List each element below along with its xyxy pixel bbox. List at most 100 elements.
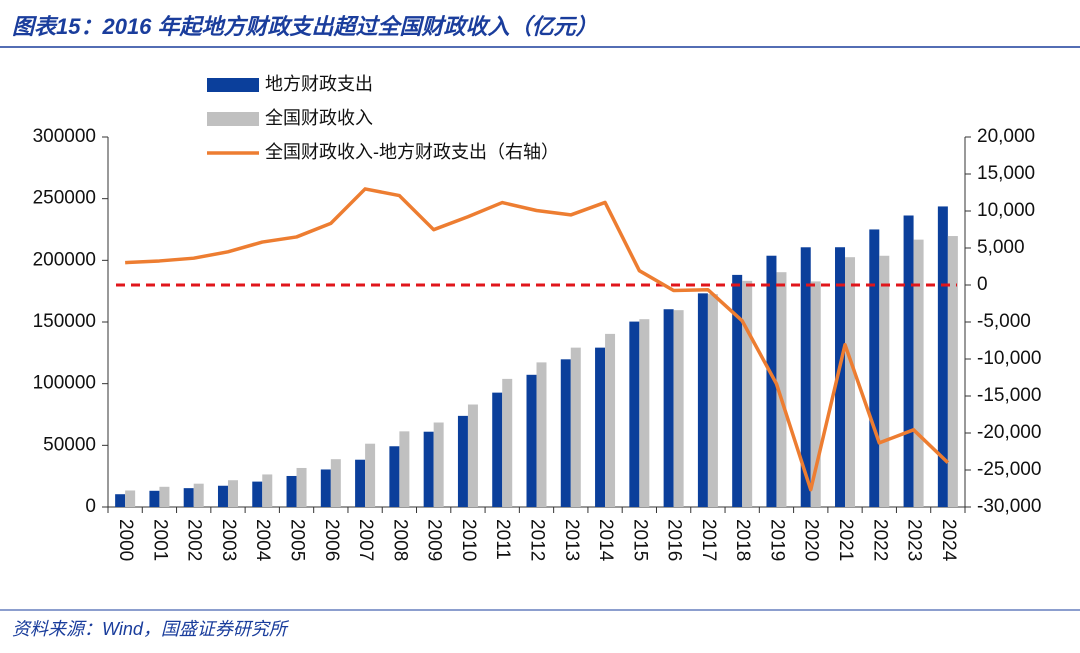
bar: [159, 486, 170, 507]
x-tick-label: 2017: [698, 519, 719, 561]
x-tick-label: 2009: [424, 519, 445, 561]
x-tick-label: 2019: [766, 519, 787, 561]
bar: [697, 293, 708, 507]
y2-tick-label: -10,000: [977, 348, 1041, 369]
chart-title: 图表15：2016 年起地方财政支出超过全国财政收入（亿元）: [12, 14, 598, 39]
y2-tick-label: -30,000: [977, 496, 1041, 517]
bar: [365, 443, 376, 507]
bar: [296, 467, 307, 507]
legend-swatch: [207, 112, 259, 126]
x-tick-label: 2005: [287, 519, 308, 561]
bar: [457, 415, 468, 507]
bar: [252, 481, 263, 507]
bar: [526, 374, 537, 507]
x-tick-label: 2013: [561, 519, 582, 561]
bar: [732, 274, 743, 507]
bar: [423, 431, 434, 507]
legend-swatch: [207, 78, 259, 92]
bar: [810, 281, 821, 507]
bar: [467, 404, 478, 507]
x-tick-label: 2008: [389, 519, 410, 561]
bar: [433, 422, 444, 507]
legend-label: 全国财政收入-地方财政支出（右轴）: [265, 142, 559, 162]
bar: [570, 347, 581, 507]
x-tick-label: 2020: [801, 519, 822, 561]
y-tick-label: 0: [85, 496, 96, 517]
bar: [355, 459, 366, 507]
bar: [193, 483, 204, 507]
y-tick-label: 150000: [33, 311, 96, 332]
bar: [605, 333, 616, 507]
bar: [115, 494, 126, 507]
x-tick-label: 2016: [664, 519, 685, 561]
line: [125, 187, 950, 492]
x-tick-label: 2006: [321, 519, 342, 561]
x-tick-label: 2012: [526, 519, 547, 561]
bar: [227, 480, 238, 507]
source: 资料来源：Wind，国盛证券研究所: [12, 619, 290, 639]
y2-tick-label: 15,000: [977, 163, 1035, 184]
x-tick-label: 2018: [732, 519, 753, 561]
y2-tick-label: -15,000: [977, 385, 1041, 406]
bar: [947, 236, 958, 508]
bar: [560, 359, 571, 507]
bar: [673, 310, 684, 507]
bar: [776, 272, 787, 507]
bar: [183, 488, 194, 507]
bar: [639, 319, 650, 507]
x-tick-label: 2023: [904, 519, 925, 561]
x-tick-label: 2003: [218, 519, 239, 561]
y-tick-label: 250000: [33, 188, 96, 209]
x-tick-label: 2000: [115, 519, 136, 561]
bar: [629, 321, 640, 507]
y-tick-label: 100000: [33, 373, 96, 394]
bar: [595, 347, 606, 507]
y-tick-label: 50000: [43, 434, 96, 455]
legend-label: 全国财政收入: [265, 108, 373, 128]
bar: [389, 446, 400, 507]
y2-tick-label: 0: [977, 274, 988, 295]
bar: [399, 431, 410, 507]
x-tick-label: 2002: [184, 519, 205, 561]
bar: [536, 362, 547, 507]
x-tick-label: 2001: [149, 519, 170, 561]
bar: [742, 280, 753, 507]
x-tick-label: 2021: [835, 519, 856, 561]
x-tick-label: 2024: [938, 519, 959, 562]
y2-tick-label: -25,000: [977, 459, 1041, 480]
bar: [800, 247, 811, 508]
bar: [707, 294, 718, 507]
bar: [903, 215, 914, 507]
y2-tick-label: 20,000: [977, 126, 1035, 147]
bar: [262, 474, 273, 507]
bar: [125, 490, 136, 507]
bar: [835, 247, 846, 507]
bar: [217, 485, 228, 507]
bar: [286, 475, 297, 507]
legend-label: 地方财政支出: [265, 74, 373, 94]
x-tick-label: 2010: [458, 519, 479, 561]
y2-tick-label: 5,000: [977, 237, 1025, 258]
x-tick-label: 2015: [629, 519, 650, 561]
bar: [879, 255, 890, 507]
bar: [937, 206, 948, 508]
bar: [766, 255, 777, 507]
bar: [502, 378, 513, 507]
bar: [869, 229, 880, 507]
y-tick-label: 300000: [33, 126, 96, 147]
x-tick-label: 2014: [595, 519, 616, 562]
bar: [663, 309, 674, 507]
y-tick-label: 200000: [33, 249, 96, 270]
bar: [149, 490, 160, 507]
bar: [845, 257, 856, 507]
y2-tick-label: 10,000: [977, 200, 1035, 221]
x-tick-label: 2007: [355, 519, 376, 561]
x-tick-label: 2022: [869, 519, 890, 561]
x-tick-label: 2004: [252, 519, 273, 562]
bar: [330, 459, 341, 507]
bar: [913, 239, 924, 508]
x-tick-label: 2011: [492, 519, 513, 560]
y2-tick-label: -5,000: [977, 311, 1031, 332]
